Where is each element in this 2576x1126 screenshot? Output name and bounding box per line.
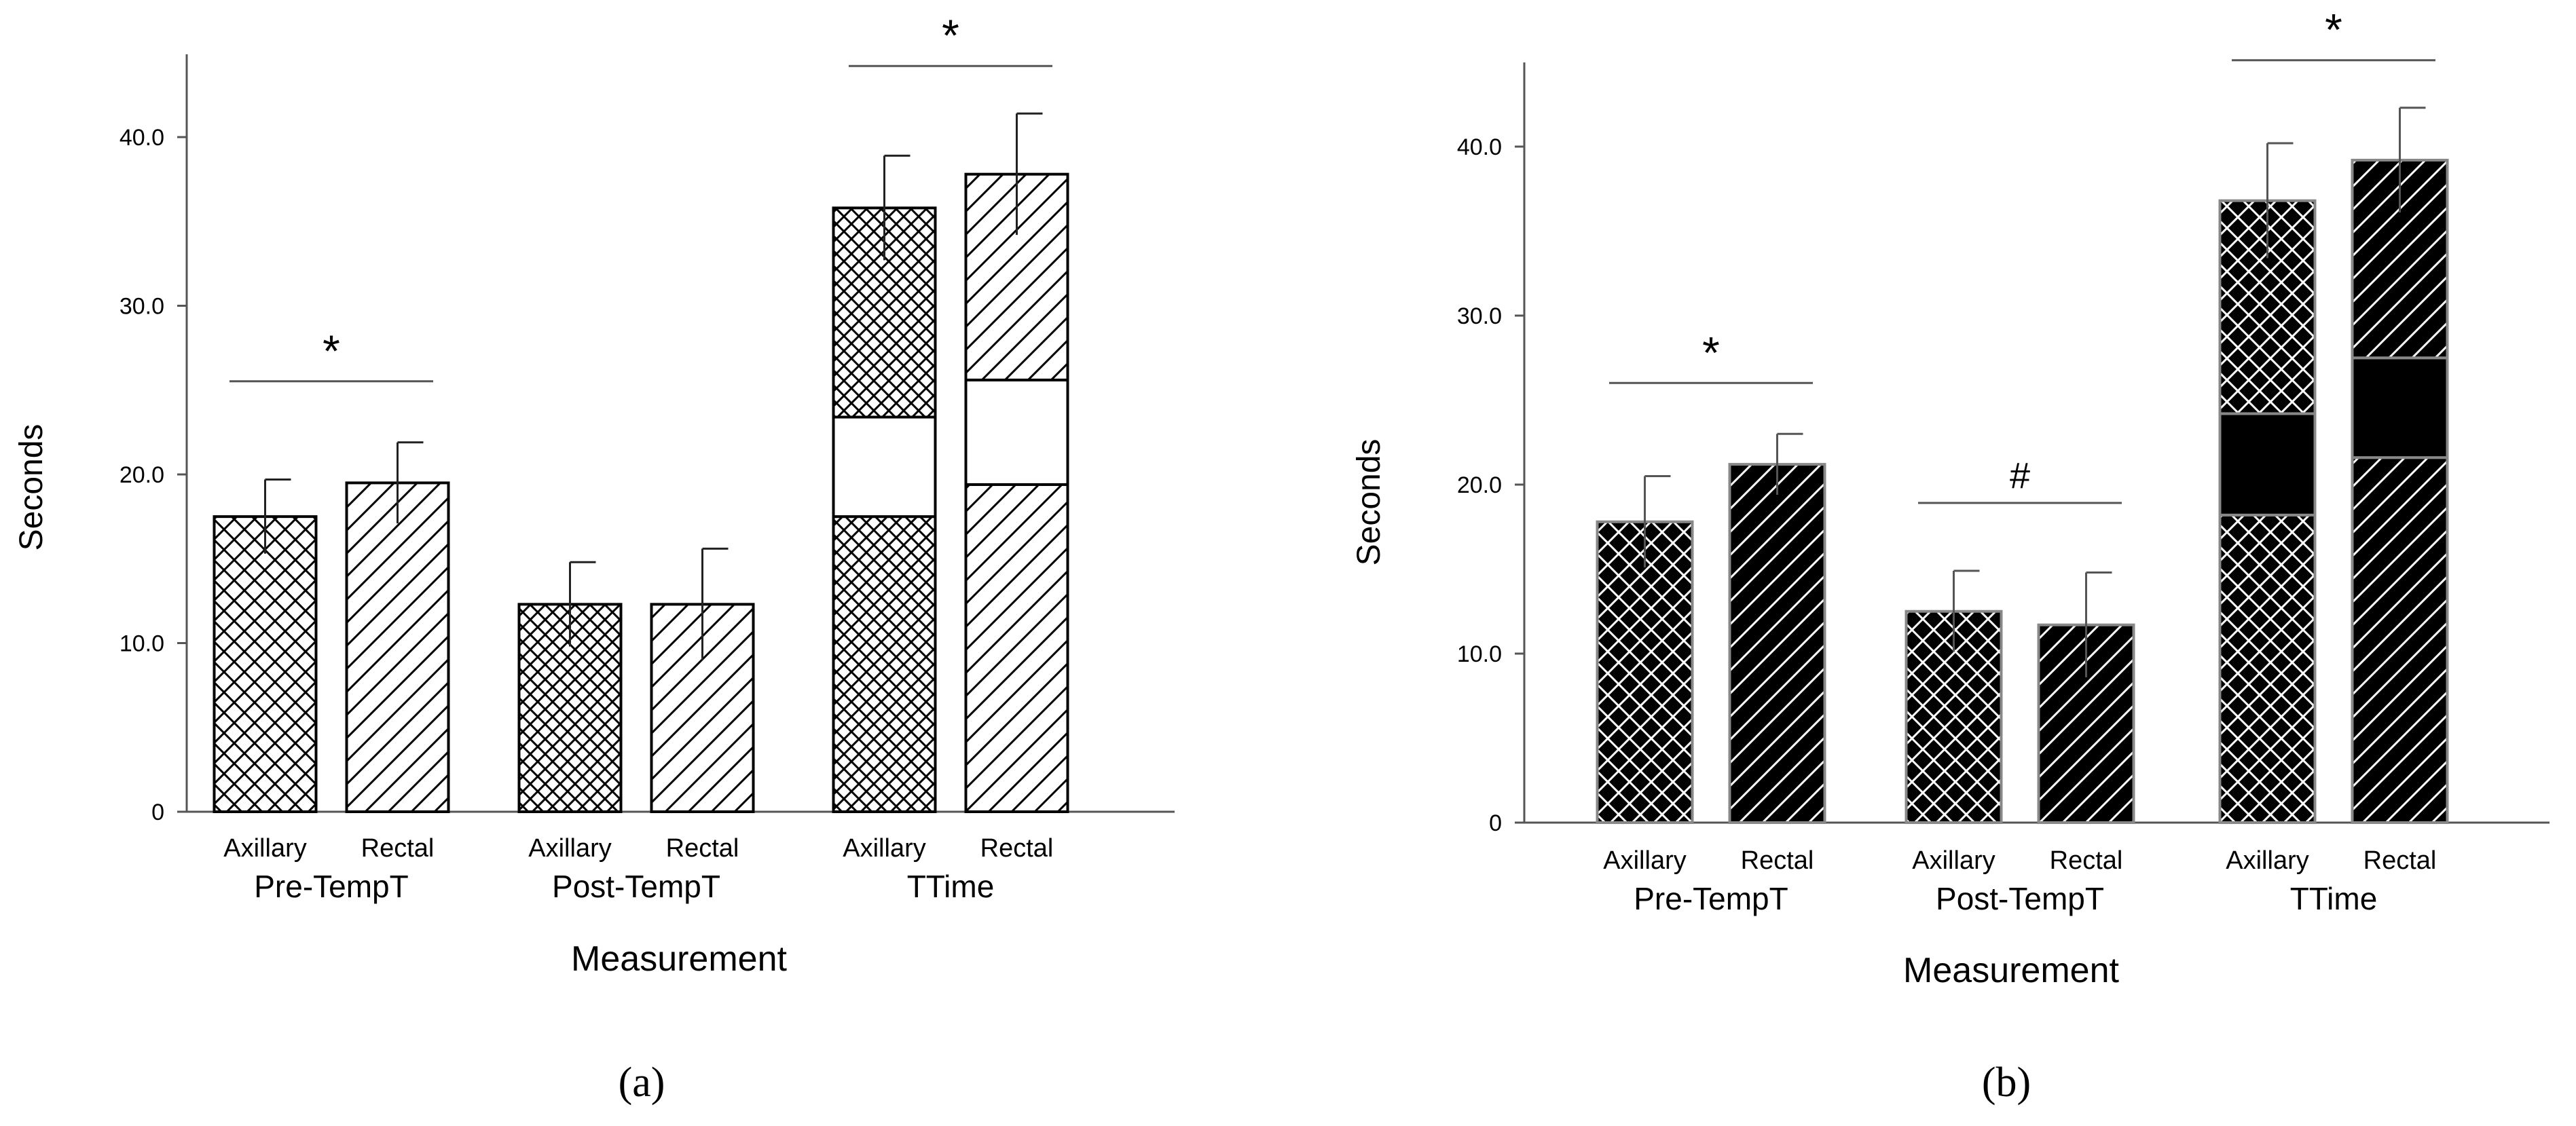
bar-segment <box>2218 412 2317 517</box>
group-label: Pre-TempT <box>1634 881 1788 916</box>
significance-marker: * <box>1702 327 1720 377</box>
bar-sub-label: Axillary <box>528 834 611 863</box>
x-axis-label: Measurement <box>1903 951 2119 990</box>
y-tick-label: 40.0 <box>1457 134 1502 160</box>
y-tick-label: 20.0 <box>1457 472 1502 498</box>
group-label: Post-TempT <box>1936 881 2104 916</box>
y-axis-label: Seconds <box>1351 439 1387 566</box>
bar-sub-label: Rectal <box>2363 846 2437 875</box>
bar-sub-label: Rectal <box>980 834 1054 863</box>
y-tick-label: 10.0 <box>1457 641 1502 667</box>
chart-panel-b: Seconds Measurement 0 10.0 20.0 30.0 40.0 Axi… <box>1351 5 2550 990</box>
bar-sub-label: Rectal <box>361 834 435 863</box>
significance-marker: * <box>2325 5 2342 55</box>
y-tick-label: 30.0 <box>119 294 164 320</box>
significance-marker: # <box>2010 455 2030 496</box>
bar-segment <box>2351 456 2449 824</box>
bar-sub-label: Rectal <box>2050 846 2123 875</box>
y-tick-label: 30.0 <box>1457 303 1502 329</box>
bar <box>1728 463 1826 824</box>
bar-sub-label: Rectal <box>666 834 739 863</box>
significance-marker: * <box>323 326 340 376</box>
bar-sub-label: Axillary <box>843 834 925 863</box>
bar-sub-label: Axillary <box>1912 846 1995 875</box>
bar-segment <box>964 378 1069 486</box>
bar <box>1596 520 1694 825</box>
bar-sub-label: Axillary <box>223 834 306 863</box>
panel-caption-a: (a) <box>619 1059 665 1106</box>
significance-marker: * <box>942 10 959 60</box>
group-label: Post-TempT <box>552 869 720 904</box>
bar <box>213 515 318 813</box>
y-axis-label: Seconds <box>14 424 50 551</box>
y-tick-label: 0 <box>151 800 164 825</box>
bar-segment <box>832 415 937 519</box>
y-tick-label: 40.0 <box>119 125 164 151</box>
y-tick-label: 0 <box>1489 810 1502 836</box>
bar-segment <box>832 206 937 419</box>
bar-sub-label: Rectal <box>1741 846 1814 875</box>
y-tick-label: 20.0 <box>119 462 164 488</box>
chart-panel-a: Seconds Measurement 0 10.0 20.0 30.0 40.0 Axi… <box>14 10 1175 979</box>
group-label: Pre-TempT <box>254 869 408 904</box>
bar-segment <box>2351 356 2449 459</box>
bar-segment <box>832 515 937 813</box>
bar-segment <box>964 483 1069 813</box>
x-axis-label: Measurement <box>571 939 787 979</box>
group-label: TTime <box>2290 881 2378 916</box>
bar-segment <box>2218 513 2317 824</box>
group-label: TTime <box>907 869 995 904</box>
bar-sub-label: Axillary <box>1603 846 1686 875</box>
bar-sub-label: Axillary <box>2226 846 2308 875</box>
bar <box>345 481 450 813</box>
y-tick-label: 10.0 <box>119 631 164 657</box>
panel-caption-b: (b) <box>1982 1059 2031 1106</box>
